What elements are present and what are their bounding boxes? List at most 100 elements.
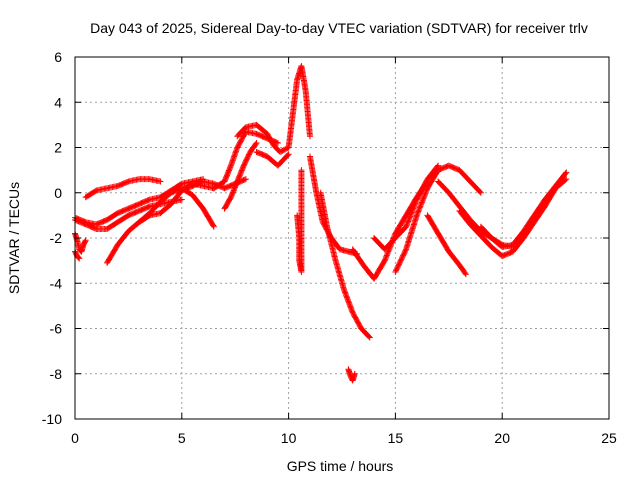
data-point: [563, 169, 570, 176]
data-point: [562, 170, 569, 177]
data-point: [92, 225, 99, 232]
data-point: [415, 208, 422, 215]
data-point: [365, 333, 372, 340]
data-point: [241, 176, 248, 183]
data-point: [412, 200, 419, 207]
y-tick-label: 2: [54, 140, 62, 156]
data-points: [72, 63, 570, 384]
data-point: [417, 203, 424, 210]
data-series-14: [294, 167, 305, 275]
data-point: [366, 334, 373, 341]
data-point: [394, 265, 401, 272]
data-point: [298, 167, 305, 174]
data-point: [76, 255, 83, 262]
data-point: [422, 189, 429, 196]
data-point: [394, 263, 401, 270]
data-point: [381, 257, 388, 264]
data-series-16: [317, 189, 373, 341]
data-point: [409, 206, 416, 213]
data-point: [402, 247, 409, 254]
data-point: [409, 208, 416, 215]
data-point: [396, 260, 403, 267]
data-series-9: [221, 139, 260, 212]
data-point: [382, 255, 389, 262]
x-tick-label: 15: [388, 430, 404, 446]
data-point: [418, 199, 425, 206]
data-point: [385, 248, 392, 255]
data-point: [410, 205, 417, 212]
data-series-13: [285, 63, 313, 151]
y-axis-label: SDTVAR / TECUs: [6, 182, 22, 294]
data-series-21: [424, 212, 469, 278]
data-point: [306, 133, 313, 140]
data-point: [75, 254, 82, 261]
data-point: [416, 204, 423, 211]
y-tick-label: -2: [50, 230, 63, 246]
x-axis-label: GPS time / hours: [287, 458, 394, 474]
data-series-17: [345, 366, 358, 384]
x-tick-label: 20: [494, 430, 510, 446]
data-point: [398, 255, 405, 262]
data-point: [145, 197, 152, 204]
data-point: [274, 139, 281, 146]
data-point: [210, 222, 217, 229]
data-series-8: [178, 176, 249, 194]
data-point: [398, 256, 405, 263]
data-point: [273, 139, 280, 146]
data-point: [418, 200, 425, 207]
grid: [75, 57, 609, 419]
y-tick-label: -8: [50, 366, 63, 382]
data-point: [395, 261, 402, 268]
data-point: [415, 207, 422, 214]
data-point: [407, 213, 414, 220]
data-point: [422, 190, 429, 197]
data-point: [384, 249, 391, 256]
y-tick-label: -10: [42, 411, 62, 427]
data-point: [405, 217, 412, 224]
data-point: [382, 256, 389, 263]
x-tick-label: 10: [281, 430, 297, 446]
y-tick-label: -6: [50, 321, 63, 337]
data-point: [210, 223, 217, 230]
data-point: [414, 211, 421, 218]
data-point: [423, 187, 430, 194]
data-point: [477, 189, 484, 196]
data-point: [406, 215, 413, 222]
data-series-5: [72, 196, 185, 232]
data-series-20: [392, 162, 484, 275]
data-point: [178, 196, 185, 203]
data-series-4: [82, 176, 164, 201]
x-tick-label: 25: [601, 430, 617, 446]
y-tick-label: 4: [54, 94, 62, 110]
chart-title: Day 043 of 2025, Sidereal Day-to-day VTE…: [90, 20, 588, 36]
x-tick-label: 5: [178, 430, 186, 446]
data-point: [383, 253, 390, 260]
data-point: [476, 188, 483, 195]
data-point: [242, 176, 249, 183]
data-point: [284, 152, 291, 159]
data-point: [416, 205, 423, 212]
data-point: [412, 199, 419, 206]
data-point: [563, 176, 570, 183]
data-point: [462, 271, 469, 278]
data-point: [419, 196, 426, 203]
data-point: [400, 251, 407, 258]
data-point: [462, 270, 469, 277]
data-point: [413, 212, 420, 219]
data-series-10: [210, 128, 281, 192]
data-point: [410, 204, 417, 211]
data-series-11: [234, 121, 292, 156]
data-point: [421, 192, 428, 199]
data-series-12: [253, 149, 292, 169]
data-point: [417, 202, 424, 209]
data-point: [400, 252, 407, 259]
data-point: [285, 151, 292, 158]
data-point: [420, 194, 427, 201]
data-point: [403, 223, 410, 230]
data-point: [404, 219, 411, 226]
data-point: [82, 238, 89, 245]
y-tick-label: -4: [50, 275, 63, 291]
data-point: [145, 203, 152, 210]
axis-ticks: 0 5 10 15 20 25 -10 -8 -6 -4 -2 0 2 4 6: [42, 49, 617, 446]
